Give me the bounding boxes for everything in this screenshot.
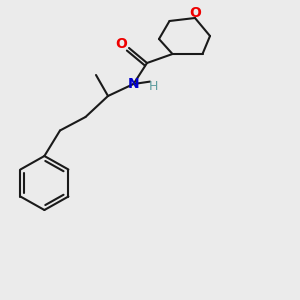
Text: O: O [190, 6, 202, 20]
Text: N: N [128, 77, 139, 91]
Text: H: H [148, 80, 158, 94]
Text: O: O [115, 38, 127, 51]
